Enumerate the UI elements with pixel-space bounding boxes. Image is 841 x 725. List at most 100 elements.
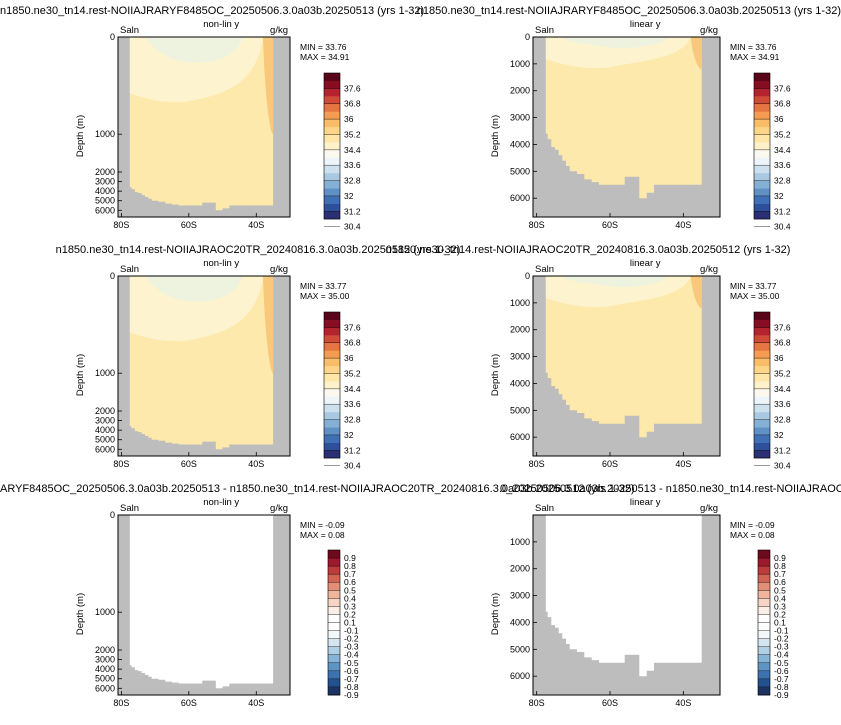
colorbar-tick-label: -0.3	[774, 642, 789, 652]
colorbar-tick-label: 34.4	[774, 145, 791, 155]
y-tick-label: 3000	[510, 591, 530, 601]
y-tick-label: 2000	[510, 564, 530, 574]
colorbar-box	[758, 686, 770, 696]
colorbar-box	[758, 670, 770, 680]
colorbar-frame	[323, 72, 341, 220]
colorbar-box	[754, 188, 770, 197]
colorbar-tick-label: 35.2	[344, 368, 361, 378]
colorbar-box	[754, 335, 770, 344]
y-tick-label: 6000	[95, 683, 115, 693]
panel-title: n1850.ne30_tn14.rest-NOIIAJRAOC20TR_2024…	[56, 244, 461, 256]
low-salinity-patch	[144, 37, 243, 63]
y-tick-label: 5000	[510, 644, 530, 654]
x-tick-label: 40S	[675, 220, 691, 230]
colorbar-tick-label: -0.1	[774, 626, 789, 636]
colorbar-box	[324, 142, 340, 151]
colorbar: 37.6 36.8 36 35.2 34.4 33.6 32.8 32 31.2 30.4	[753, 72, 791, 232]
colorbar-tick-label: 36.8	[344, 99, 361, 109]
colorbar-box	[328, 686, 340, 696]
colorbar-tick-label: 32.8	[774, 415, 791, 425]
colorbar-tick-label: 34.4	[344, 145, 361, 155]
y-tick-label: 4000	[95, 425, 115, 435]
colorbar-box	[328, 566, 340, 575]
y-tick-label: 2000	[95, 167, 115, 177]
colorbar-box	[328, 646, 340, 656]
panel-5: ARYF8485OC_20250506.3.0a03b.20250513 - n…	[0, 483, 635, 708]
colorbar-tick-label: 0.8	[774, 561, 786, 571]
y-tick-label: 4000	[95, 186, 115, 196]
colorbar-frame	[753, 72, 771, 220]
y-tick-label: 5000	[510, 166, 530, 176]
colorbar-box	[324, 188, 340, 197]
colorbar-tick-label: 36	[774, 114, 784, 124]
panel-title: 0_20250506.3.0a03b.20250513 - n1850.ne30…	[500, 483, 841, 495]
colorbar-tick-label: 34.4	[774, 384, 791, 394]
colorbar-tick-label: -0.9	[774, 690, 789, 700]
colorbar-tick-label: -0.3	[344, 642, 359, 652]
x-tick-label: 40S	[675, 459, 691, 469]
colorbar-tick-label: 37.6	[344, 322, 361, 332]
units-label: g/kg	[700, 264, 718, 275]
colorbar-tick-label: -0.4	[774, 650, 789, 660]
plot-frame	[117, 36, 291, 218]
panel-1: n1850.ne30_tn14.rest-NOIIAJRARYF8485OC_2…	[0, 5, 424, 232]
x-tick-label: 80S	[529, 220, 545, 230]
x-tick-label: 60S	[602, 459, 618, 469]
fresh-surface-water	[545, 276, 691, 308]
colorbar-tick-label: 35.2	[774, 368, 791, 378]
colorbar-box	[324, 88, 340, 97]
axis-mode-label: non-lin y	[203, 497, 239, 508]
colorbar-box	[754, 195, 770, 204]
colorbar-box	[754, 88, 770, 97]
colorbar: 0.90.80.70.60.50.40.30.20.1-0.1-0.2-0.3-…	[327, 549, 359, 700]
y-tick-label: 3000	[95, 416, 115, 426]
colorbar-tick-label: 31.2	[344, 445, 361, 455]
panel-title: n1850.ne30_tn14.rest-NOIIAJRARYF8485OC_2…	[0, 5, 424, 17]
units-label: g/kg	[700, 25, 718, 36]
colorbar-box	[328, 558, 340, 567]
y-tick-label: 0	[110, 271, 115, 281]
colorbar-box	[324, 319, 340, 328]
colorbar-tick-label: -0.4	[344, 650, 359, 660]
colorbar-tick-label: 32	[344, 430, 354, 440]
min-value: MIN = 33.76	[300, 42, 347, 52]
panel-title: n1850.ne30_tn14.rest-NOIIAJRAOC20TR_2024…	[386, 244, 791, 256]
colorbar-box	[324, 73, 340, 81]
colorbar-box	[324, 126, 340, 135]
colorbar-box	[754, 119, 770, 128]
x-tick-label: 80S	[529, 698, 545, 708]
colorbar-tick-label: 32	[774, 430, 784, 440]
colorbar-box	[758, 614, 770, 623]
y-axis-title: Depth (m)	[490, 115, 501, 157]
colorbar-tick-label: 36.8	[774, 99, 791, 109]
colorbar-box	[758, 574, 770, 583]
colorbar-box	[754, 358, 770, 367]
colorbar-box	[754, 96, 770, 105]
colorbar-box	[324, 442, 340, 451]
colorbar-box	[754, 103, 770, 112]
colorbar-box	[758, 582, 770, 591]
colorbar-box	[754, 165, 770, 174]
y-tick-label: 1000	[510, 298, 530, 308]
colorbar-tick-label: 31.2	[774, 206, 791, 216]
colorbar-box	[754, 134, 770, 143]
high-salinity-column	[690, 37, 702, 70]
colorbar-box	[328, 662, 340, 672]
colorbar-box	[328, 638, 340, 647]
y-axis-title: Depth (m)	[490, 593, 501, 635]
colorbar-tick-label: -0.2	[774, 634, 789, 644]
colorbar-tick-label: 0.2	[344, 609, 356, 619]
ocean-field	[129, 276, 274, 450]
colorbar-tick-label: 32.8	[344, 415, 361, 425]
low-salinity-patch	[562, 276, 669, 287]
axis-mode-label: linear y	[630, 19, 661, 30]
colorbar-tick-label: -0.1	[344, 626, 359, 636]
colorbar-box	[324, 80, 340, 89]
colorbar-tick-label: 0.6	[344, 577, 356, 587]
colorbar-box	[324, 396, 340, 405]
colorbar-tick-label: 33.6	[774, 160, 791, 170]
y-tick-label: 6000	[510, 193, 530, 203]
colorbar-tick-label: 37.6	[344, 83, 361, 93]
y-tick-label: 4000	[95, 664, 115, 674]
colorbar-box	[324, 373, 340, 382]
